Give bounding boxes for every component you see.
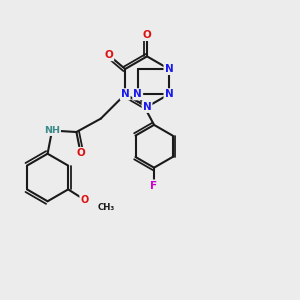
Text: N: N	[133, 89, 142, 99]
Text: F: F	[151, 181, 158, 190]
Text: N: N	[164, 89, 173, 99]
Text: CH₃: CH₃	[98, 203, 115, 212]
Text: O: O	[80, 195, 88, 205]
Text: O: O	[104, 50, 113, 60]
Text: O: O	[76, 148, 85, 158]
Text: NH: NH	[44, 126, 60, 135]
Text: O: O	[143, 30, 152, 40]
Text: N: N	[143, 102, 152, 112]
Text: N: N	[121, 89, 130, 99]
Text: N: N	[164, 64, 173, 74]
